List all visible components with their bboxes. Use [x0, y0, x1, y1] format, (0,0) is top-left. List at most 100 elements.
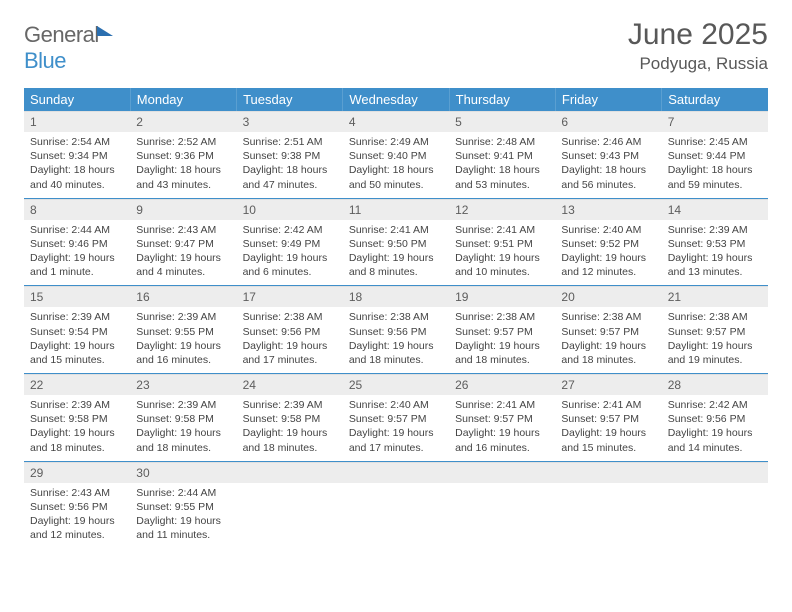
sunset-line: Sunset: 9:56 PM	[668, 412, 762, 426]
location: Podyuga, Russia	[628, 54, 768, 74]
day-cell: 17Sunrise: 2:38 AMSunset: 9:56 PMDayligh…	[237, 286, 343, 374]
daylight-line-1: Daylight: 18 hours	[243, 163, 337, 177]
day-cell: 25Sunrise: 2:40 AMSunset: 9:57 PMDayligh…	[343, 374, 449, 462]
day-cell: 12Sunrise: 2:41 AMSunset: 9:51 PMDayligh…	[449, 198, 555, 286]
daylight-line-2: and 17 minutes.	[243, 353, 337, 367]
daylight-line-1: Daylight: 19 hours	[455, 426, 549, 440]
day-number: 7	[662, 111, 768, 132]
logo-text-general: General	[24, 22, 99, 47]
sunset-line: Sunset: 9:36 PM	[136, 149, 230, 163]
daylight-line-1: Daylight: 19 hours	[30, 339, 124, 353]
daylight-line-2: and 15 minutes.	[561, 441, 655, 455]
day-cell: 24Sunrise: 2:39 AMSunset: 9:58 PMDayligh…	[237, 374, 343, 462]
day-body: Sunrise: 2:45 AMSunset: 9:44 PMDaylight:…	[662, 132, 768, 198]
daylight-line-1: Daylight: 18 hours	[668, 163, 762, 177]
sunrise-line: Sunrise: 2:40 AM	[561, 223, 655, 237]
daylight-line-2: and 59 minutes.	[668, 178, 762, 192]
day-body: Sunrise: 2:41 AMSunset: 9:57 PMDaylight:…	[449, 395, 555, 461]
day-cell: 1Sunrise: 2:54 AMSunset: 9:34 PMDaylight…	[24, 111, 130, 198]
daylight-line-2: and 47 minutes.	[243, 178, 337, 192]
daylight-line-2: and 16 minutes.	[136, 353, 230, 367]
day-number: 23	[130, 374, 236, 395]
dow-tue: Tuesday	[237, 88, 343, 111]
sunset-line: Sunset: 9:44 PM	[668, 149, 762, 163]
week-row: 29Sunrise: 2:43 AMSunset: 9:56 PMDayligh…	[24, 461, 768, 548]
day-number-blank	[555, 462, 661, 483]
sunset-line: Sunset: 9:56 PM	[243, 325, 337, 339]
daylight-line-1: Daylight: 19 hours	[136, 426, 230, 440]
daylight-line-2: and 6 minutes.	[243, 265, 337, 279]
day-body: Sunrise: 2:42 AMSunset: 9:49 PMDaylight:…	[237, 220, 343, 286]
day-body: Sunrise: 2:39 AMSunset: 9:54 PMDaylight:…	[24, 307, 130, 373]
daylight-line-1: Daylight: 19 hours	[30, 251, 124, 265]
day-body: Sunrise: 2:38 AMSunset: 9:56 PMDaylight:…	[343, 307, 449, 373]
sunset-line: Sunset: 9:49 PM	[243, 237, 337, 251]
title-block: June 2025 Podyuga, Russia	[628, 18, 768, 74]
sunset-line: Sunset: 9:56 PM	[30, 500, 124, 514]
day-cell: 15Sunrise: 2:39 AMSunset: 9:54 PMDayligh…	[24, 286, 130, 374]
day-cell: 8Sunrise: 2:44 AMSunset: 9:46 PMDaylight…	[24, 198, 130, 286]
week-row: 8Sunrise: 2:44 AMSunset: 9:46 PMDaylight…	[24, 198, 768, 286]
sunset-line: Sunset: 9:55 PM	[136, 500, 230, 514]
sunset-line: Sunset: 9:58 PM	[243, 412, 337, 426]
daylight-line-2: and 18 minutes.	[136, 441, 230, 455]
day-number: 20	[555, 286, 661, 307]
calendar-body: 1Sunrise: 2:54 AMSunset: 9:34 PMDaylight…	[24, 111, 768, 548]
sunrise-line: Sunrise: 2:40 AM	[349, 398, 443, 412]
day-number: 2	[130, 111, 236, 132]
day-body: Sunrise: 2:39 AMSunset: 9:55 PMDaylight:…	[130, 307, 236, 373]
daylight-line-1: Daylight: 18 hours	[30, 163, 124, 177]
day-number: 28	[662, 374, 768, 395]
day-number: 26	[449, 374, 555, 395]
daylight-line-1: Daylight: 19 hours	[243, 339, 337, 353]
day-number-blank	[343, 462, 449, 483]
sunrise-line: Sunrise: 2:42 AM	[243, 223, 337, 237]
day-cell: 9Sunrise: 2:43 AMSunset: 9:47 PMDaylight…	[130, 198, 236, 286]
day-body-blank	[449, 483, 555, 541]
daylight-line-2: and 19 minutes.	[668, 353, 762, 367]
daylight-line-1: Daylight: 19 hours	[668, 339, 762, 353]
month-title: June 2025	[628, 18, 768, 52]
sunset-line: Sunset: 9:50 PM	[349, 237, 443, 251]
day-body: Sunrise: 2:49 AMSunset: 9:40 PMDaylight:…	[343, 132, 449, 198]
daylight-line-2: and 18 minutes.	[561, 353, 655, 367]
daylight-line-1: Daylight: 18 hours	[349, 163, 443, 177]
day-number: 19	[449, 286, 555, 307]
day-body: Sunrise: 2:51 AMSunset: 9:38 PMDaylight:…	[237, 132, 343, 198]
week-row: 15Sunrise: 2:39 AMSunset: 9:54 PMDayligh…	[24, 286, 768, 374]
sunrise-line: Sunrise: 2:38 AM	[349, 310, 443, 324]
dow-thu: Thursday	[449, 88, 555, 111]
day-number: 17	[237, 286, 343, 307]
logo: General Blue	[24, 18, 113, 74]
sunset-line: Sunset: 9:38 PM	[243, 149, 337, 163]
day-number: 14	[662, 199, 768, 220]
daylight-line-1: Daylight: 19 hours	[455, 339, 549, 353]
day-number: 11	[343, 199, 449, 220]
day-body: Sunrise: 2:38 AMSunset: 9:57 PMDaylight:…	[555, 307, 661, 373]
sunrise-line: Sunrise: 2:41 AM	[561, 398, 655, 412]
day-body: Sunrise: 2:46 AMSunset: 9:43 PMDaylight:…	[555, 132, 661, 198]
daylight-line-2: and 13 minutes.	[668, 265, 762, 279]
daylight-line-1: Daylight: 19 hours	[349, 426, 443, 440]
day-body-blank	[662, 483, 768, 541]
daylight-line-1: Daylight: 19 hours	[136, 251, 230, 265]
day-cell: 28Sunrise: 2:42 AMSunset: 9:56 PMDayligh…	[662, 374, 768, 462]
sunrise-line: Sunrise: 2:41 AM	[455, 398, 549, 412]
day-body: Sunrise: 2:41 AMSunset: 9:57 PMDaylight:…	[555, 395, 661, 461]
sunset-line: Sunset: 9:57 PM	[561, 412, 655, 426]
day-body: Sunrise: 2:40 AMSunset: 9:52 PMDaylight:…	[555, 220, 661, 286]
sunrise-line: Sunrise: 2:46 AM	[561, 135, 655, 149]
sunrise-line: Sunrise: 2:39 AM	[30, 398, 124, 412]
sunrise-line: Sunrise: 2:39 AM	[136, 310, 230, 324]
day-number: 25	[343, 374, 449, 395]
day-number: 22	[24, 374, 130, 395]
day-cell: 6Sunrise: 2:46 AMSunset: 9:43 PMDaylight…	[555, 111, 661, 198]
day-cell: 29Sunrise: 2:43 AMSunset: 9:56 PMDayligh…	[24, 461, 130, 548]
dow-sat: Saturday	[662, 88, 768, 111]
dow-fri: Friday	[555, 88, 661, 111]
calendar-table: Sunday Monday Tuesday Wednesday Thursday…	[24, 88, 768, 548]
week-row: 1Sunrise: 2:54 AMSunset: 9:34 PMDaylight…	[24, 111, 768, 198]
daylight-line-2: and 8 minutes.	[349, 265, 443, 279]
dow-mon: Monday	[130, 88, 236, 111]
sunrise-line: Sunrise: 2:39 AM	[30, 310, 124, 324]
